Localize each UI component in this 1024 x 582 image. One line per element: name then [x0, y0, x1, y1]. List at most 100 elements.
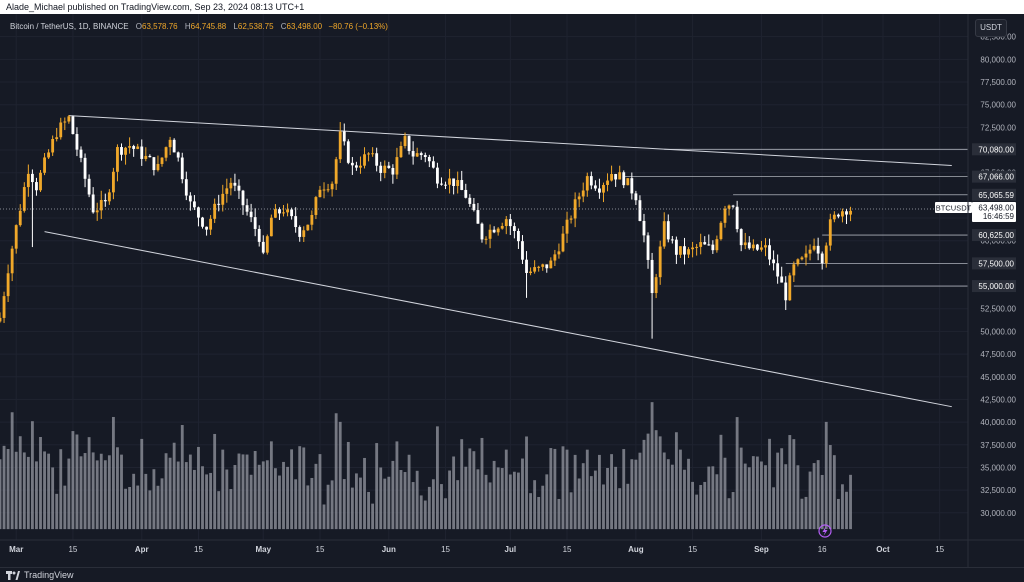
time-tick-label: Aug — [628, 545, 644, 554]
volume-bar — [148, 490, 152, 530]
candle-body — [589, 176, 593, 186]
candle-body — [751, 244, 755, 249]
volume-bar — [197, 446, 200, 530]
candle-body — [488, 229, 492, 239]
candle-body — [727, 205, 731, 209]
candle-body — [784, 282, 788, 301]
volume-bar — [593, 470, 597, 530]
volume-bar — [383, 478, 387, 530]
volume-bar — [832, 455, 836, 530]
candle-body — [642, 220, 646, 236]
volume-bar — [310, 477, 314, 530]
volume-bar — [764, 465, 767, 530]
volume-bar — [683, 469, 686, 530]
time-tick-label: Jun — [382, 545, 396, 554]
publisher-line: Alade_Michael published on TradingView.c… — [6, 2, 305, 12]
time-axis[interactable]: Mar 15 Apr 15 May 15 Jun 15 Jul 15 Aug 15 Sep 16 Oct 15 — [0, 14, 1024, 567]
legend-high: 64,745.88 — [190, 22, 227, 31]
volume-bar — [431, 479, 435, 530]
tradingview-logo[interactable]: TradingView — [6, 569, 74, 582]
candle-body — [35, 182, 38, 191]
volume-bar — [828, 445, 832, 530]
time-tick-label: 15 — [688, 545, 697, 554]
volume-bar — [715, 474, 719, 530]
candle-body — [330, 183, 334, 190]
volume-bar — [760, 461, 763, 530]
candle-body — [310, 214, 314, 225]
candle-body — [237, 185, 241, 191]
candle-body — [772, 259, 776, 264]
price-tick-label: 50,000.00 — [980, 327, 1016, 336]
volume-bar — [322, 504, 326, 530]
volume-bar — [804, 496, 808, 530]
volume-bar — [768, 438, 771, 530]
candle-body — [192, 201, 196, 208]
volume-bar — [30, 421, 34, 530]
candle-body — [201, 217, 204, 227]
candle-body — [278, 209, 281, 214]
time-tick-label: Jul — [505, 545, 517, 554]
volume-bar — [120, 454, 123, 530]
price-axis[interactable]: 30,000.00 32,500.00 35,000.00 37,500.00 40,0… — [935, 14, 1024, 567]
volume-bar — [371, 503, 375, 530]
candle-body — [444, 184, 447, 186]
volume-bar — [492, 460, 496, 530]
candle-body — [298, 227, 302, 237]
volume-bar — [423, 500, 427, 530]
volume-bar — [699, 484, 703, 530]
volume-bar — [282, 461, 285, 530]
volume-bar — [816, 460, 820, 530]
ohlc-legend: Bitcoin / TetherUS, 1D, BINANCE O63,578.… — [10, 22, 388, 31]
time-tick-label: Apr — [135, 545, 149, 554]
volume-bar — [670, 464, 674, 530]
candle-body — [650, 259, 654, 294]
candle-body — [820, 253, 824, 264]
volume-bar — [452, 456, 456, 530]
candle-body — [525, 259, 528, 273]
price-tick-label: 75,000.00 — [980, 101, 1016, 110]
legend-open: 63,578.76 — [142, 22, 178, 31]
level-label: 70,080.00 — [978, 145, 1014, 154]
candle-body — [832, 214, 836, 220]
candle-body — [399, 146, 403, 158]
legend-open-label: O — [135, 22, 143, 31]
candle-body — [18, 210, 22, 226]
volume-bar — [367, 491, 370, 530]
volume-bar — [707, 466, 711, 530]
volume-bar — [788, 435, 792, 530]
candle-body — [403, 136, 407, 147]
volume-bar — [257, 464, 261, 530]
level-label: 60,625.00 — [978, 231, 1014, 240]
volume-bar — [630, 459, 634, 530]
candle-body — [553, 254, 557, 261]
volume-bar — [144, 473, 148, 530]
volume-bar — [646, 433, 650, 530]
volume-bar — [95, 460, 99, 530]
candle-body — [120, 147, 123, 155]
volume-bar — [10, 412, 14, 530]
candle-body — [658, 246, 662, 278]
price-tick-label: 42,500.00 — [980, 395, 1016, 404]
candle-body — [683, 246, 686, 255]
time-tick-label: 15 — [935, 545, 944, 554]
candle-body — [30, 173, 34, 183]
volume-bar — [395, 441, 399, 530]
candle-body — [43, 157, 46, 173]
candle-body — [261, 241, 265, 253]
candle-body — [387, 165, 391, 168]
candle-body — [679, 246, 682, 255]
candle-body — [197, 207, 200, 218]
volume-bar — [14, 451, 18, 530]
candle-body — [674, 239, 678, 255]
price-chart[interactable]: 30,000.00 32,500.00 35,000.00 37,500.00 40,0… — [0, 14, 1024, 567]
candle-body — [723, 208, 727, 223]
volume-bar — [91, 452, 95, 530]
volume-bar — [107, 455, 111, 530]
candle-body — [148, 155, 152, 158]
candle-body — [282, 212, 285, 214]
candle-body — [695, 246, 699, 248]
candle-body — [739, 229, 743, 246]
candle-body — [755, 244, 759, 250]
volume-bar — [427, 486, 431, 530]
currency-button[interactable]: USDT — [975, 19, 1007, 37]
